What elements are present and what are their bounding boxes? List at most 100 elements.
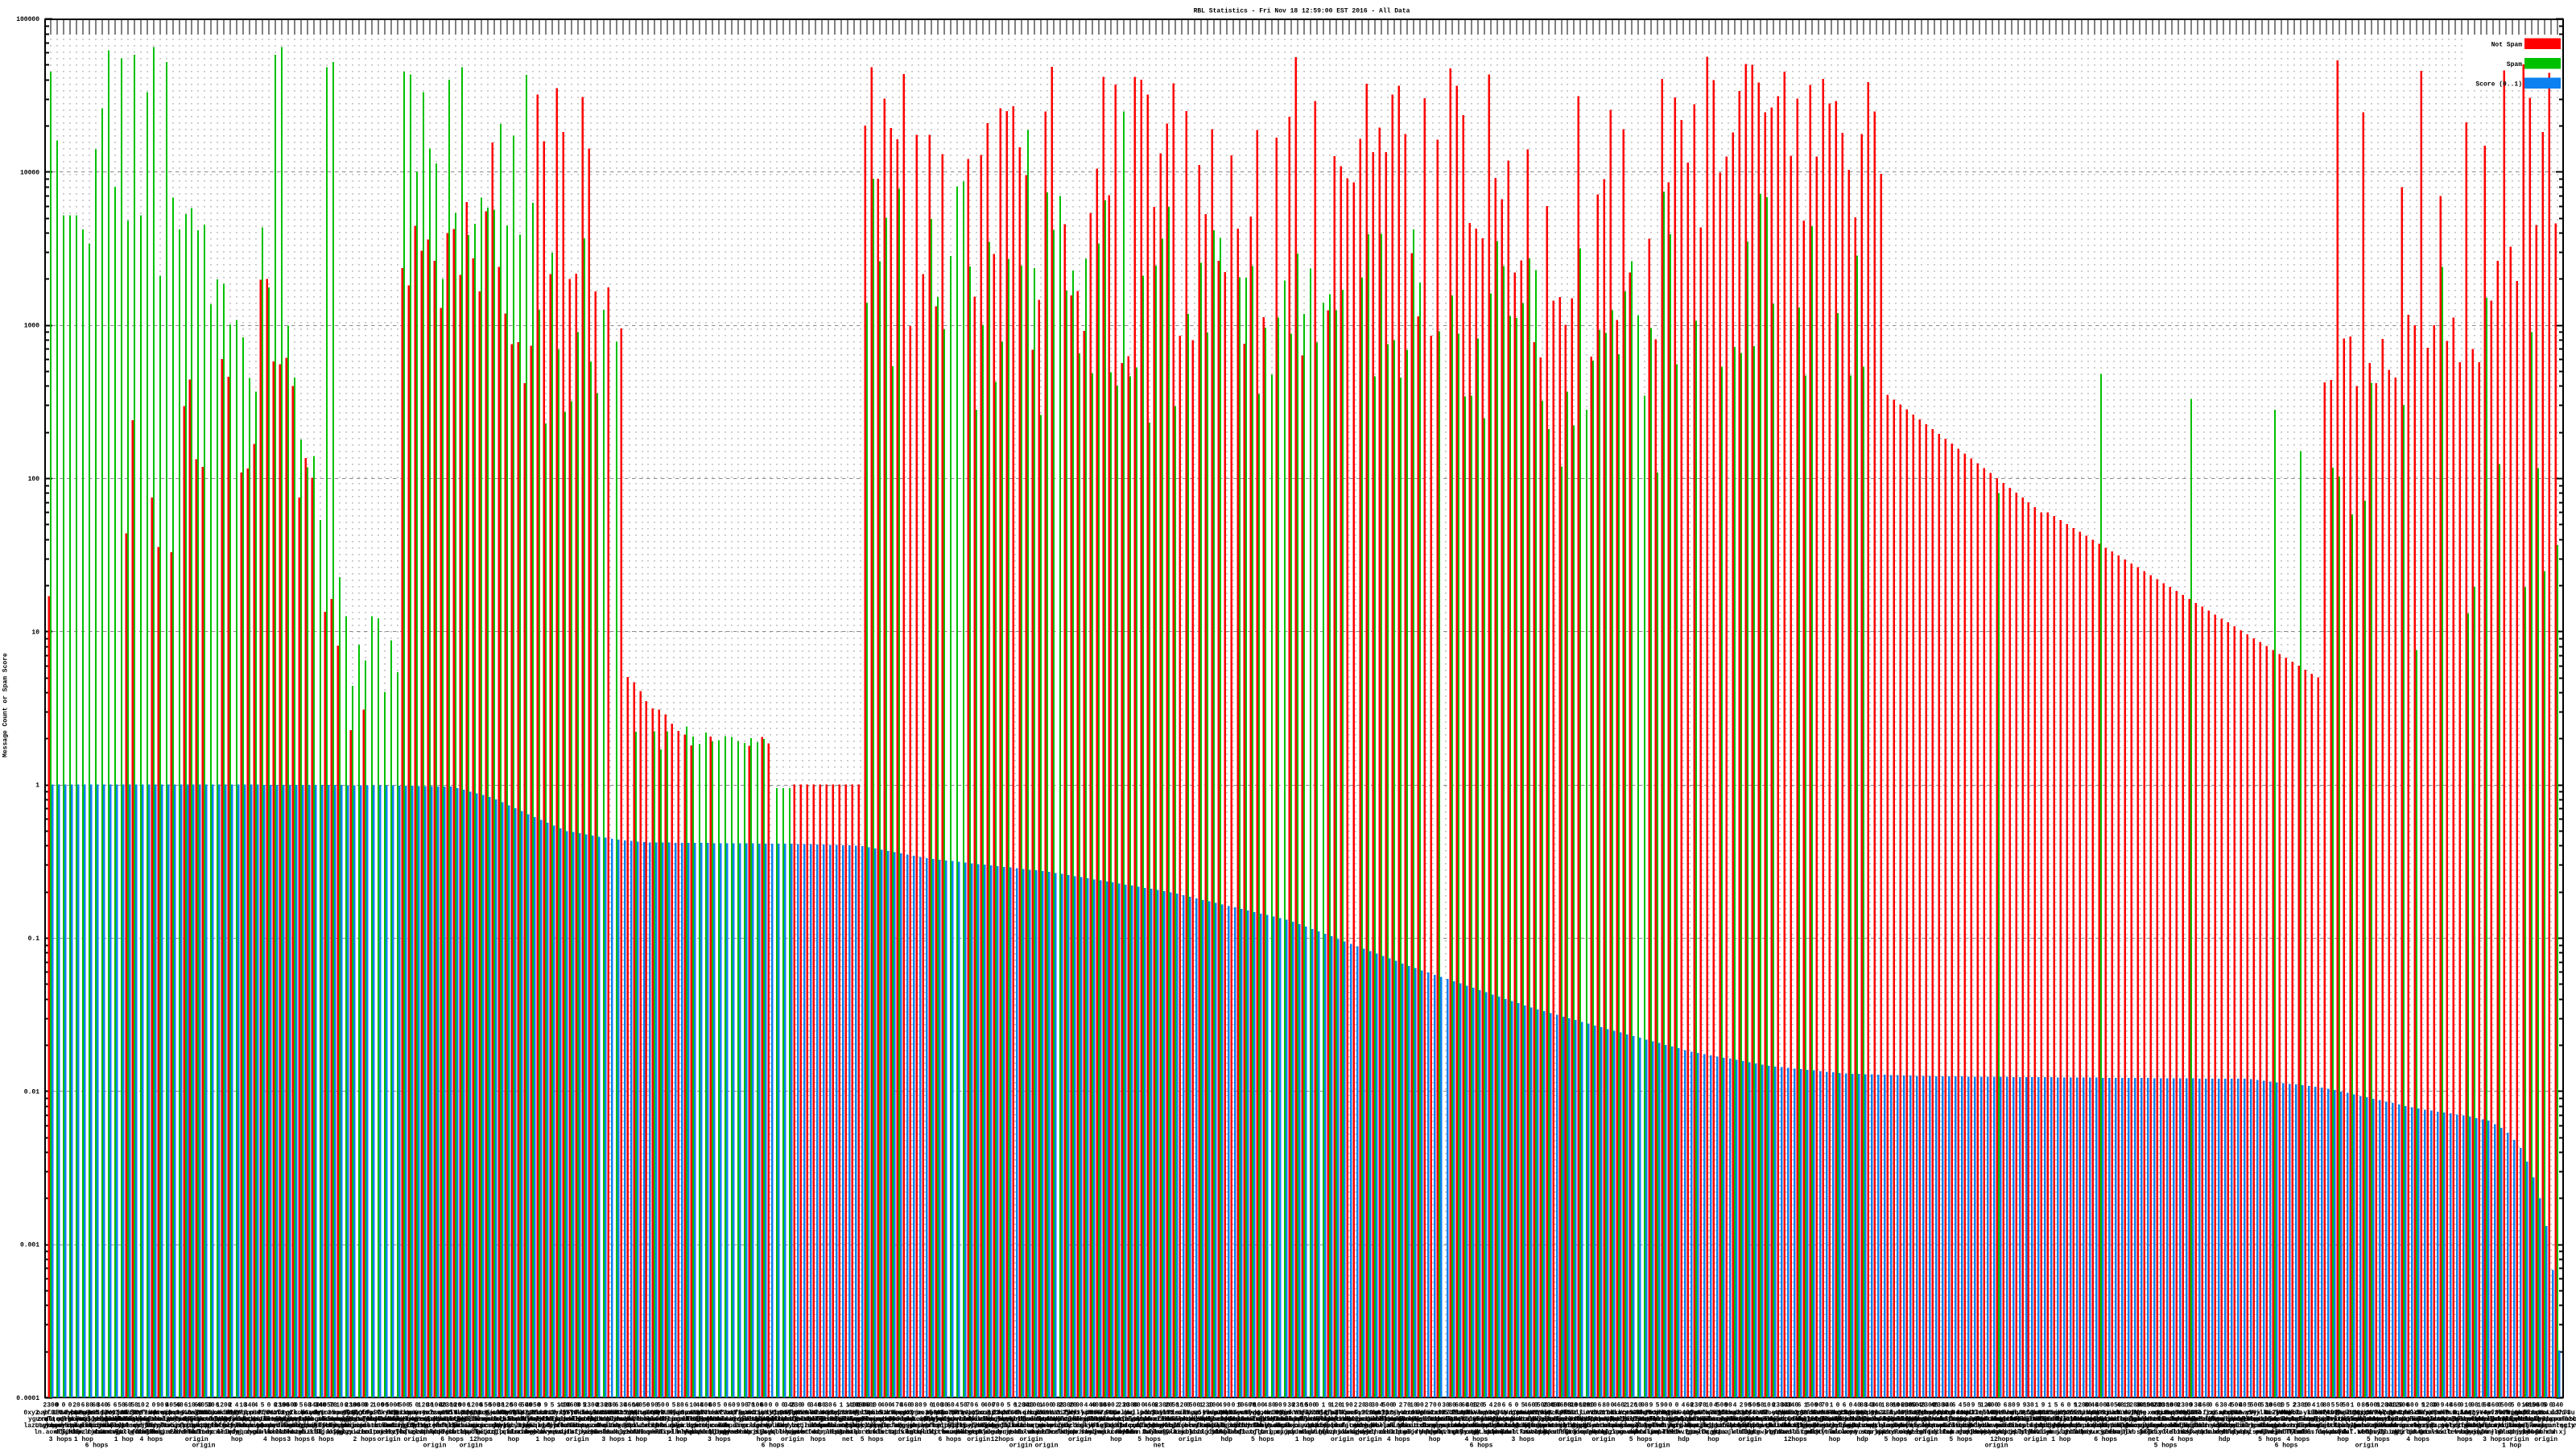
svg-text:mejgnrlqgiyvr: mejgnrlqgiyvr (2533, 1422, 2576, 1430)
svg-text:cewdbdcsli: cewdbdcsli (2204, 1422, 2243, 1430)
svg-text:cdgyshcqkyhpiar: cdgyshcqkyhpiar (2040, 1422, 2098, 1430)
svg-text:n6.xd-Y-4: n6.xd-Y-4 (213, 1410, 247, 1417)
svg-text:vVf2xf.mdr: vVf2xf.mdr (122, 1410, 160, 1417)
svg-text:2: 2 (146, 1402, 150, 1410)
svg-text:80: 80 (2084, 1402, 2092, 1410)
svg-text:9: 9 (576, 1402, 580, 1410)
svg-text:60: 60 (947, 1402, 955, 1410)
svg-text:arcrlzcqrdb: arcrlzcqrdb (101, 1429, 143, 1436)
svg-text:zveuvtnlh.hc: zveuvtnlh.hc (1146, 1422, 1192, 1430)
svg-text:0: 0 (1438, 1402, 1442, 1410)
svg-text:wtqx6.3g4unxu0: wtqx6.3g4unxu0 (152, 1410, 206, 1417)
svg-text:10: 10 (1763, 1402, 1771, 1410)
svg-text:wszmuz.ig: wszmuz.ig (1049, 1422, 1084, 1430)
svg-text:6 hops: 6 hops (85, 1443, 109, 1449)
svg-text:100: 100 (373, 1402, 385, 1410)
svg-text:6: 6 (975, 1402, 979, 1410)
svg-text:5: 5 (2286, 1402, 2290, 1410)
svg-text:20: 20 (1069, 1402, 1077, 1410)
svg-text:rwhvhfhfh: rwhvhfhfh (168, 1429, 203, 1436)
svg-text:inwric.qqykz: inwric.qqykz (464, 1422, 511, 1430)
svg-text:drihhhbkvosk: drihhhbkvosk (1075, 1416, 1122, 1423)
svg-text:5 hops: 5 hops (2367, 1436, 2390, 1443)
svg-text:0: 0 (724, 1402, 728, 1410)
svg-text:net: net (842, 1436, 854, 1443)
svg-text:bxcclxhlfjrh.fpl: bxcclxhlfjrh.fpl (785, 1416, 847, 1423)
svg-text:yhatzcdt.qh: yhatzcdt.qh (396, 1429, 439, 1436)
svg-text:80: 80 (818, 1402, 826, 1410)
svg-text:sxbkb.ljlxhk: sxbkb.ljlxhk (1178, 1429, 1224, 1436)
svg-text:rlspybtzx.dobzo: rlspybtzx.dobzo (2426, 1422, 2484, 1430)
svg-text:kmpclptsdmrlf: kmpclptsdmrlf (103, 1422, 154, 1430)
svg-text:exudlv.st: exudlv.st (2109, 1429, 2144, 1436)
svg-text:500: 500 (1716, 1402, 1728, 1410)
svg-text:ashjdclkazchqtoc: ashjdclkazchqtoc (985, 1422, 1046, 1430)
svg-text:lhbdiat: lhbdiat (1226, 1429, 1253, 1436)
svg-text:4 hops: 4 hops (2406, 1436, 2429, 1443)
svg-text:0: 0 (1232, 1402, 1236, 1410)
svg-text:lk.sflilmktgbttpn: lk.sflilmktgbttpn (1863, 1416, 1929, 1423)
svg-text:twvdxkkubhmt: twvdxkkubhmt (1525, 1429, 1572, 1436)
svg-text:uyyugtg.vtvk: uyyugtg.vtvk (1487, 1416, 1534, 1423)
svg-text:10: 10 (2316, 1402, 2324, 1410)
svg-text:flu.kanx: flu.kanx (183, 1429, 214, 1436)
svg-text:ykdugr.rmh: ykdugr.rmh (2519, 1429, 2557, 1436)
svg-text:wyamejuuajhjtuh: wyamejuuajhjtuh (1191, 1422, 1249, 1430)
svg-text:6: 6 (1798, 1402, 1802, 1410)
svg-text:40: 40 (2116, 1402, 2124, 1410)
svg-text:cpdvirucbsbo: cpdvirucbsbo (66, 1422, 113, 1430)
svg-text:20: 20 (1358, 1402, 1366, 1410)
svg-text:0: 0 (1675, 1402, 1679, 1410)
svg-text:lwtufn.rjcdt: lwtufn.rjcdt (60, 1429, 106, 1436)
svg-text:nf.ygrdlqwvzbr: nf.ygrdlqwvzbr (1656, 1422, 1710, 1430)
svg-text:-749Vah.2pV--pc: -749Vah.2pV--pc (1989, 1410, 2047, 1417)
svg-text:10600: 10600 (1571, 1402, 1590, 1410)
svg-text:hri.cxjcy: hri.cxjcy (1261, 1429, 1295, 1436)
svg-text:1 hop: 1 hop (2051, 1436, 2070, 1443)
svg-text:460: 460 (900, 1402, 912, 1410)
svg-text:gddkiwca.mhms: gddkiwca.mhms (617, 1422, 668, 1430)
svg-text:cz.wtbolpxxv: cz.wtbolpxxv (342, 1429, 389, 1436)
svg-text:dwl.tttum: dwl.tttum (2341, 1429, 2376, 1436)
svg-text:cadun.lrgcl: cadun.lrgcl (711, 1422, 753, 1430)
svg-text:vghdimflffac: vghdimflffac (2258, 1429, 2305, 1436)
svg-text:5: 5 (2511, 1402, 2515, 1410)
svg-text:ldbmblz: ldbmblz (1586, 1429, 1613, 1436)
svg-text:10: 10 (137, 1402, 145, 1410)
svg-text:okxkgkojc: okxkgkojc (1338, 1429, 1373, 1436)
svg-text:V8ylx.xl2: V8ylx.xl2 (1293, 1410, 1327, 1417)
svg-text:ce.bddwlje: ce.bddwlje (1619, 1429, 1657, 1436)
svg-text:anmskag.lxldg: anmskag.lxldg (1369, 1416, 1420, 1423)
svg-text:36x.5.kxkqg.: 36x.5.kxkqg. (863, 1410, 910, 1417)
svg-text:uttqd.gkdnqlgdvqxxqw: uttqd.gkdnqlgdvqxxqw (44, 1416, 122, 1423)
svg-text:4050: 4050 (634, 1402, 650, 1410)
svg-text:80: 80 (676, 1402, 684, 1410)
svg-text:40: 40 (2239, 1402, 2247, 1410)
svg-text:zessmz.iudthkid: zessmz.iudthkid (356, 1422, 414, 1430)
svg-text:100: 100 (431, 1402, 443, 1410)
svg-text:aeq.nedbi: aeq.nedbi (1364, 1429, 1398, 1436)
svg-text:500: 500 (1305, 1402, 1317, 1410)
svg-text:10: 10 (1705, 1402, 1713, 1410)
svg-text:0: 0 (62, 1402, 66, 1410)
svg-text:nbyudkl.al: nbyudkl.al (1356, 1422, 1394, 1430)
svg-text:jqo.hmwjmj: jqo.hmwjmj (1067, 1429, 1105, 1436)
svg-text:tcumbzqhlbltnhrc: tcumbzqhlbltnhrc (1505, 1416, 1567, 1423)
svg-text:pitucgefba: pitucgefba (2082, 1429, 2120, 1436)
svg-text:0: 0 (930, 1402, 934, 1410)
svg-text:jaxhy.dlrg: jaxhy.dlrg (2217, 1422, 2256, 1430)
svg-text:3 hops: 3 hops (49, 1436, 72, 1443)
svg-text:bv.pybttoyfbofpx: bv.pybttoyfbofpx (933, 1422, 995, 1430)
svg-text:rqbtcizn.ttv: rqbtcizn.ttv (1628, 1429, 1674, 1436)
svg-text:origin: origin (566, 1436, 589, 1443)
svg-text:4: 4 (596, 1402, 600, 1410)
svg-text:q.s.h4dY..-: q.s.h4dY..- (1546, 1410, 1589, 1417)
svg-text:ibsudaworlqbg: ibsudaworlqbg (810, 1422, 861, 1430)
svg-text:adracgnayr: adracgnayr (237, 1422, 275, 1430)
svg-text:j4-1fe.oxf-cyz-: j4-1fe.oxf-cyz- (2388, 1410, 2446, 1417)
svg-text:i45h02ceqVua...: i45h02ceqVua... (1744, 1410, 1802, 1417)
svg-text:ahcn.hdttacwa: ahcn.hdttacwa (1684, 1422, 1735, 1430)
svg-text:hepdubmuo.uogpbmyoe: hepdubmuo.uogpbmyoe (1036, 1416, 1109, 1423)
svg-text:2300: 2300 (441, 1402, 456, 1410)
svg-text:Vxa99j.ca.-: Vxa99j.ca.- (2087, 1410, 2129, 1417)
